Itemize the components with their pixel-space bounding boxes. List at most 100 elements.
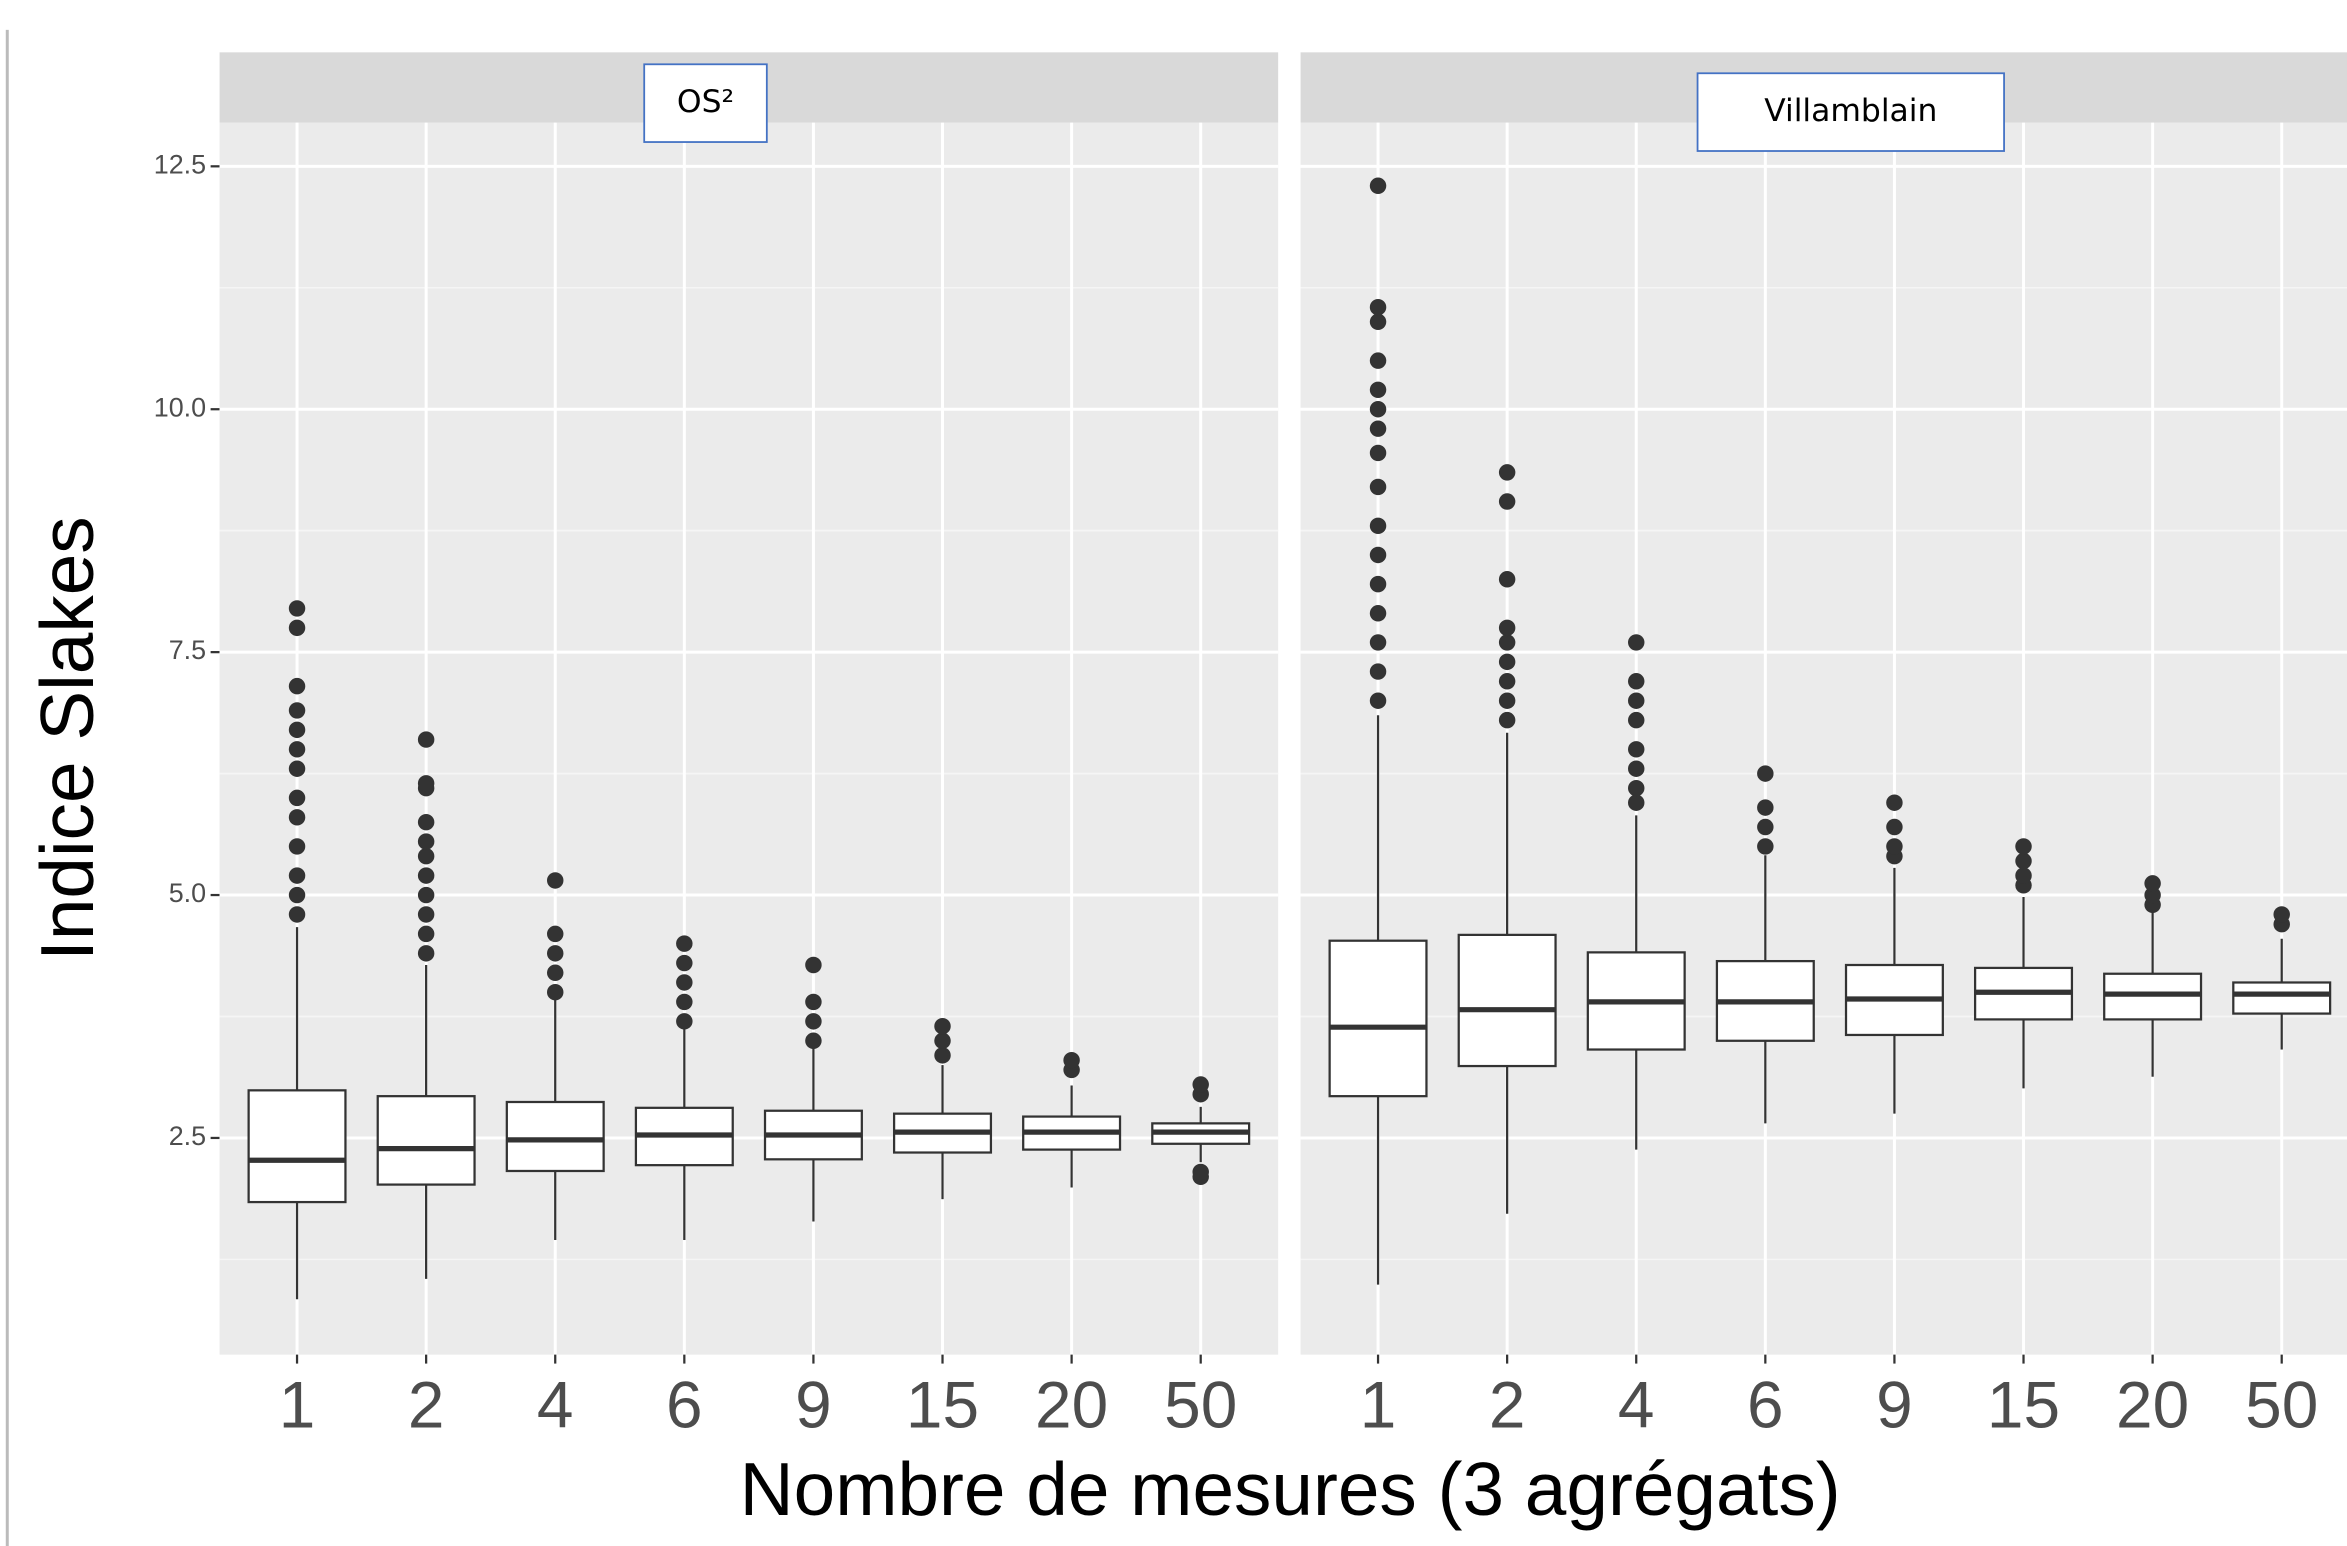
outlier: [1369, 381, 1387, 399]
outlier: [1369, 177, 1387, 194]
outlier: [2144, 875, 2161, 892]
outlier: [1369, 605, 1387, 622]
box: [1328, 939, 1428, 1098]
outlier: [1063, 1051, 1080, 1069]
outlier: [417, 775, 435, 792]
outlier: [1369, 478, 1387, 496]
y-tick-label: 2.5: [169, 1121, 206, 1151]
outlier: [676, 993, 693, 1011]
x-tick-label: 2: [408, 1367, 445, 1441]
outlier: [1498, 571, 1516, 588]
outlier: [2273, 906, 2290, 923]
outlier: [1369, 313, 1387, 331]
outlier: [1369, 420, 1387, 437]
x-tick-label: 1: [1360, 1367, 1397, 1441]
outlier: [1757, 838, 1774, 855]
outlier: [805, 956, 822, 974]
outlier: [288, 789, 306, 807]
outlier: [288, 741, 306, 758]
outlier: [288, 600, 306, 617]
box: [2232, 981, 2332, 1015]
outlier: [1628, 692, 1645, 709]
outlier: [288, 838, 306, 855]
outlier: [417, 833, 435, 850]
outlier: [288, 677, 306, 695]
x-tick-label: 4: [537, 1367, 574, 1441]
outlier: [288, 760, 306, 777]
outlier: [417, 847, 435, 865]
outlier: [676, 974, 693, 991]
outlier: [1628, 673, 1645, 690]
outlier: [547, 925, 564, 943]
outlier: [417, 925, 435, 943]
y-tick-label: 7.5: [169, 635, 206, 665]
outlier: [288, 809, 306, 826]
outlier: [1628, 711, 1645, 729]
x-tick-label: 2: [1489, 1367, 1526, 1441]
outlier: [1886, 838, 1903, 855]
outlier: [288, 867, 306, 884]
strip-label-box: [1696, 72, 2005, 152]
outlier: [417, 945, 435, 962]
outlier: [1628, 779, 1645, 797]
x-axis-title: Nombre de mesures (3 agrégats): [740, 1447, 1841, 1531]
outlier: [805, 993, 822, 1011]
outlier: [417, 731, 435, 748]
outlier: [1757, 799, 1774, 816]
outlier: [1498, 619, 1516, 637]
outlier: [547, 964, 564, 981]
outlier: [676, 954, 693, 972]
outlier: [1757, 818, 1774, 836]
x-tick-label: 4: [1618, 1367, 1655, 1441]
x-tick-label: 15: [906, 1367, 979, 1441]
outlier: [1369, 663, 1387, 680]
outlier: [417, 867, 435, 884]
outlier: [1628, 760, 1645, 777]
outlier: [288, 906, 306, 923]
x-tick-label: 1: [279, 1367, 316, 1441]
strip-label-box: [643, 63, 768, 143]
outlier: [288, 619, 306, 637]
outlier: [676, 935, 693, 952]
x-tick-label: 9: [795, 1367, 832, 1441]
outlier: [805, 1032, 822, 1050]
outlier: [547, 983, 564, 1001]
box: [247, 1089, 347, 1204]
outlier: [1498, 464, 1516, 481]
outlier: [1628, 634, 1645, 651]
x-tick-label: 20: [1035, 1367, 1108, 1441]
outlier: [1369, 517, 1387, 535]
outlier: [1369, 546, 1387, 564]
outlier: [1498, 692, 1516, 709]
outlier: [2144, 886, 2161, 904]
strip-label: Villamblain: [1764, 93, 1937, 129]
outlier: [1498, 493, 1516, 510]
outlier: [1369, 575, 1387, 593]
outlier: [1498, 634, 1516, 651]
outlier: [1192, 1076, 1209, 1093]
panel-background: [1300, 122, 2347, 1355]
x-tick-label: 6: [666, 1367, 703, 1441]
outlier: [417, 906, 435, 923]
x-tick-label: 15: [1987, 1367, 2060, 1441]
box: [376, 1095, 476, 1186]
outlier: [1369, 692, 1387, 709]
outlier: [1369, 401, 1387, 418]
outlier: [2015, 867, 2032, 884]
y-tick-label: 10.0: [154, 392, 206, 422]
x-tick-label: 9: [1876, 1367, 1913, 1441]
outlier: [288, 721, 306, 739]
outlier: [2015, 838, 2032, 855]
outlier: [417, 813, 435, 831]
y-axis-title: Indice Slakes: [25, 516, 109, 961]
outlier: [1369, 298, 1387, 316]
outlier: [2015, 852, 2032, 870]
x-tick-label: 20: [2116, 1367, 2189, 1441]
box: [1457, 933, 1557, 1068]
outlier: [1192, 1163, 1209, 1181]
outlier: [934, 1032, 951, 1050]
outlier: [1498, 673, 1516, 690]
outlier: [1498, 653, 1516, 671]
